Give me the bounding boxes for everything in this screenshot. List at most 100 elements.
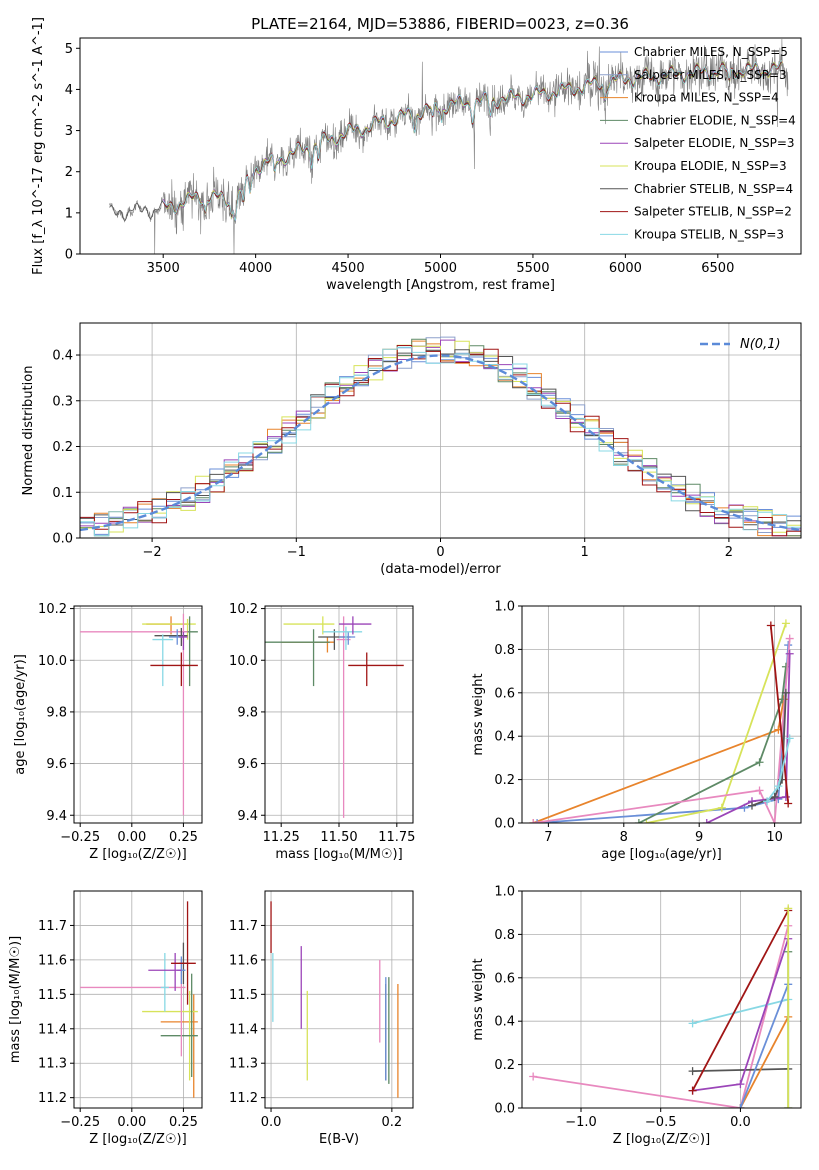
errorbar-point	[80, 959, 186, 1057]
x-axis-label: (data-model)/error	[380, 562, 501, 577]
weight-line	[692, 998, 789, 1025]
weight-marker	[784, 1104, 793, 1108]
normal-curve	[80, 354, 801, 532]
weight-marker	[763, 797, 772, 806]
weight-marker	[747, 801, 756, 810]
figure-title: PLATE=2164, MJD=53886, FIBERID=0023, z=0…	[251, 15, 629, 33]
legend-label: Salpeter STELIB, N_SSP=2	[634, 205, 792, 219]
y-axis-label: Normed distribution	[21, 366, 36, 496]
plot-area	[74, 606, 202, 823]
x-tick-label: 9	[695, 830, 703, 845]
axes-frame	[521, 890, 802, 1109]
weight-marker	[784, 799, 793, 808]
weight-line	[769, 625, 790, 804]
plot-area	[522, 606, 801, 823]
plot-area	[522, 891, 801, 1108]
y-tick-label: 11.2	[229, 1091, 258, 1106]
y-tick-label: 3	[65, 124, 73, 139]
y-tick-label: 1	[65, 206, 73, 221]
histogram-series	[80, 336, 801, 538]
weight-line	[739, 983, 790, 1108]
panel-age_vs_Z: −0.25 0.00 0.25 9.4 9.6 9.8 10.0 10.2 Z [log₁₀(Z…	[13, 602, 203, 862]
panel-mass_vs_Z: −0.25 0.00 0.25 11.2 11.3 11.4 11.5 11.6 11.7 Z […	[8, 890, 203, 1147]
y-tick-label: 0.2	[494, 773, 515, 788]
errorbar-point	[322, 626, 363, 650]
legend-label: N(0,1)	[740, 337, 781, 352]
weight-marker	[785, 734, 794, 743]
weight-marker	[781, 792, 790, 801]
y-tick-label: 0.2	[52, 440, 73, 455]
errorbar-point	[160, 973, 198, 1077]
y-tick-label: 11.5	[38, 988, 67, 1003]
panel-spectrum: 3500 4000 4500 5000 5500 6000 6500 0 1 2 3 4 5 wavele…	[31, 17, 802, 293]
axes-frame	[264, 890, 414, 1109]
weight-marker	[774, 782, 783, 791]
plot-area	[265, 606, 413, 823]
x-tick-label: 0.0	[730, 1115, 751, 1130]
y-tick-label: 11.4	[229, 1022, 258, 1037]
x-tick-label: 6500	[701, 261, 734, 276]
y-tick-label: 5	[65, 42, 73, 57]
weight-marker	[781, 688, 790, 697]
x-axis-label: Z [log₁₀(Z/Z☉)]	[89, 847, 186, 862]
y-tick-label: 11.5	[229, 988, 258, 1003]
errorbar-point	[281, 637, 335, 653]
weight-line	[533, 638, 791, 823]
y-tick-label: 0.6	[494, 686, 515, 701]
y-tick-label: 9.8	[46, 705, 67, 720]
x-tick-label: −1	[287, 545, 306, 560]
weight-line	[739, 1016, 789, 1108]
plot-area	[265, 891, 413, 1108]
y-tick-label: 10.2	[229, 602, 258, 617]
x-axis-label: Z [log₁₀(Z/Z☉)]	[89, 1132, 186, 1147]
errorbar-point	[339, 616, 372, 635]
weight-marker	[529, 1072, 538, 1081]
y-tick-label: 11.7	[229, 919, 258, 934]
y-tick-label: 1.0	[494, 885, 515, 900]
weight-line	[638, 666, 787, 823]
legend-label: Salpeter ELODIE, N_SSP=3	[634, 136, 795, 150]
y-tick-label: 4	[65, 83, 73, 98]
errorbar-point	[80, 613, 188, 816]
weight-line	[537, 645, 790, 823]
y-tick-label: 11.4	[38, 1022, 67, 1037]
y-tick-label: 0.2	[494, 1058, 515, 1073]
weight-marker	[781, 619, 790, 628]
x-tick-label: 11.25	[263, 830, 300, 845]
x-tick-label: 7	[544, 830, 552, 845]
errorbar-point	[171, 901, 196, 1005]
legend-label: Salpeter MILES, N_SSP=3	[634, 68, 787, 82]
y-tick-label: 9.6	[237, 757, 258, 772]
weight-marker	[533, 819, 542, 823]
y-tick-label: 0.3	[52, 394, 73, 409]
plot-area	[74, 891, 202, 1108]
x-tick-label: 4500	[332, 261, 365, 276]
x-tick-label: −1.0	[565, 1115, 597, 1130]
legend-label: Chabrier ELODIE, N_SSP=4	[634, 113, 796, 127]
legend: Chabrier MILES, N_SSP=5 Salpeter MILES, N…	[600, 45, 796, 241]
weight-marker	[688, 1067, 697, 1076]
y-tick-label: 11.3	[38, 1057, 67, 1072]
errorbar-point	[265, 629, 330, 687]
y-tick-label: 0.6	[494, 971, 515, 986]
x-tick-label: 0.00	[117, 1115, 146, 1130]
x-tick-label: 5500	[516, 261, 549, 276]
y-tick-label: 11.3	[229, 1057, 258, 1072]
x-tick-label: 0.2	[382, 1115, 403, 1130]
weight-line	[646, 623, 787, 823]
legend-label: Kroupa MILES, N_SSP=4	[634, 91, 779, 105]
x-tick-label: 3500	[147, 261, 180, 276]
x-axis-label: age [log₁₀(age/yr)]	[601, 847, 722, 862]
weight-line	[691, 910, 789, 1092]
y-tick-label: 1.0	[494, 600, 515, 615]
x-tick-label: 1	[581, 545, 589, 560]
model-spectrum-line	[163, 59, 783, 221]
errorbar-point	[148, 953, 182, 991]
weight-marker	[688, 1086, 697, 1095]
y-tick-label: 2	[65, 165, 73, 180]
y-tick-label: 0.0	[52, 532, 73, 547]
y-tick-label: 11.6	[38, 953, 67, 968]
x-tick-label: 2	[725, 545, 733, 560]
x-tick-label: 0.00	[117, 830, 146, 845]
